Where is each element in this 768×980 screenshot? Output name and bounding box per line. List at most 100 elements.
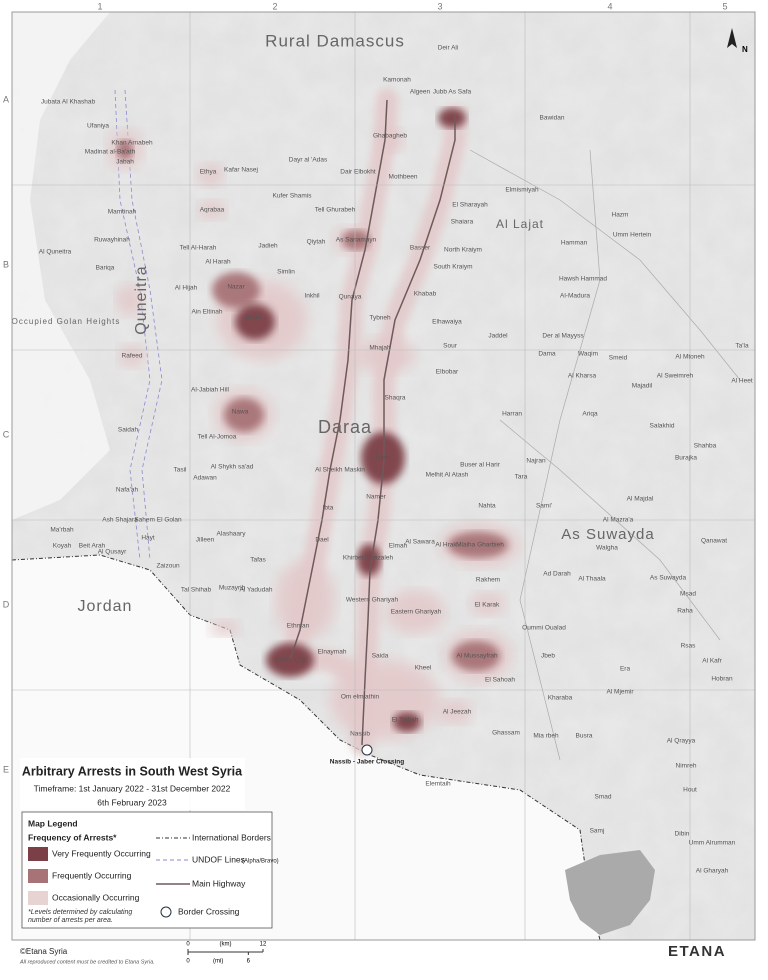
scale-bar: 0 12 0 6 (km) (mi) [186, 942, 267, 965]
place-label: North Kraiym [444, 247, 482, 254]
place-label: Elmah [389, 543, 408, 550]
place-label: Adawan [193, 475, 217, 482]
place-label: Qiytah [307, 239, 326, 246]
place-label: Ash Shajara [102, 517, 138, 524]
place-label: Dair Elbokht [340, 169, 376, 176]
place-label: El Sharayah [452, 202, 488, 209]
legend-label: Main Highway [192, 878, 246, 888]
legend-swatch [28, 869, 48, 883]
place-label: Bawidan [540, 115, 565, 122]
grid-row-label: C [3, 429, 10, 439]
place-label: Alashaary [217, 531, 247, 538]
hotspot [452, 641, 500, 671]
place-label: Kheel [415, 665, 432, 672]
place-label: Al Mjemir [606, 689, 634, 696]
hotspot [438, 108, 466, 128]
place-label: Kamonah [383, 77, 411, 84]
place-label: Ghabagheb [373, 133, 407, 140]
place-label: Koyah [53, 543, 72, 550]
place-label: Jadieh [258, 243, 278, 250]
north-arrow-icon [727, 28, 737, 48]
place-label: Sami' [536, 503, 552, 510]
grid-column-label: 3 [437, 1, 442, 11]
place-label: Sour [443, 343, 458, 350]
hotspot [361, 432, 405, 484]
place-label: Burajka [675, 455, 697, 462]
place-label: Umm Alrumman [689, 840, 736, 847]
place-label: Dama [538, 351, 556, 358]
place-label: Jbeb [541, 653, 555, 660]
place-label: Tell Al-Harah [180, 245, 217, 252]
place-label: Jabah [116, 159, 134, 166]
place-label: Hamman [561, 240, 588, 247]
place-label: Mhajah [369, 345, 391, 352]
legend-label-note: (Alpha/Bravo) [242, 859, 279, 865]
place-label: Kafar Nasej [224, 167, 258, 174]
place-label: Inkhil [304, 293, 320, 300]
hotspot [196, 163, 224, 187]
undof-line [124, 89, 163, 561]
place-label: Nimreh [676, 763, 697, 770]
legend: Map Legend Frequency of Arrests* Very Fr… [21, 811, 279, 929]
grid-row-label: E [3, 764, 9, 774]
place-label: Ruwayhinah [94, 237, 130, 244]
place-label: Western Ghariyah [346, 597, 399, 604]
place-label: Ghassam [492, 730, 520, 737]
title-block: Arbitrary Arrests in South West Syria Ti… [20, 758, 245, 810]
place-label: Melhit Al Atash [426, 472, 469, 479]
place-label: Khirbet Ghazaleh [343, 555, 394, 562]
place-label: Smad [595, 794, 612, 801]
place-label: Qanawat [701, 538, 727, 545]
place-label: Al Jeezah [443, 709, 472, 716]
scale-label: 6 [247, 959, 251, 965]
place-label: Al-Jabiah Hill [191, 387, 229, 394]
place-label: Tybneh [369, 315, 391, 322]
grid-column-label: 2 [272, 1, 277, 11]
place-label: Jilleen [196, 537, 215, 544]
place-label: Khan Arnabeh [111, 140, 153, 147]
legend-box [21, 811, 273, 929]
place-label: Ufaniya [87, 123, 109, 130]
legend-crossing-icon [160, 906, 172, 918]
hotspot [275, 560, 335, 640]
place-label: Al Hijah [175, 285, 198, 292]
place-label: Tal Shihab [181, 587, 212, 594]
place-label: Al Hrak [435, 542, 457, 549]
place-label: Kharaba [548, 695, 573, 702]
map-frame [11, 11, 756, 941]
place-label: Al Sheikh Maskin [315, 467, 365, 474]
hotspot [342, 230, 370, 250]
hotspot [357, 544, 381, 576]
hotspot [355, 337, 415, 373]
place-label: Dael [315, 537, 329, 544]
place-label: Zaizoun [156, 563, 180, 570]
place-label: Beit Arah [79, 543, 106, 550]
place-label: Harran [502, 411, 522, 418]
place-label: Hawsh Hammad [559, 276, 607, 283]
copyright: ©Etana Syria [20, 947, 68, 956]
place-label: Jaddel [488, 333, 508, 340]
place-label: El Karak [475, 602, 500, 609]
place-label: Majadil [632, 383, 653, 390]
place-label: Walgha [596, 545, 618, 552]
place-label: Jasim [245, 315, 262, 322]
place-label: Ad Darah [543, 571, 571, 578]
hotspot [224, 398, 264, 432]
place-label: Tafas [250, 557, 266, 564]
place-label: Al Sweimreh [657, 373, 694, 380]
place-label: Al Mazra'a [603, 517, 634, 524]
place-label: Hout [683, 787, 697, 794]
legend-note: *Levels determined by calculating number… [28, 909, 133, 924]
hotspot [212, 272, 260, 308]
credit-note: All reproduced content must be credited … [19, 959, 155, 965]
place-label: Saida [372, 653, 389, 660]
place-label: Rsas [681, 643, 697, 650]
place-label: Hazm [612, 212, 629, 219]
legend-label: Frequently Occurring [52, 870, 132, 880]
place-label: Jubb As Safa [433, 89, 472, 96]
timeframe: Timeframe: 1st January 2022 - 31st Decem… [34, 783, 231, 793]
place-label: El Sahoah [485, 677, 515, 684]
place-label: Oummi Oualad [522, 625, 566, 632]
scale-unit: (mi) [213, 959, 223, 965]
